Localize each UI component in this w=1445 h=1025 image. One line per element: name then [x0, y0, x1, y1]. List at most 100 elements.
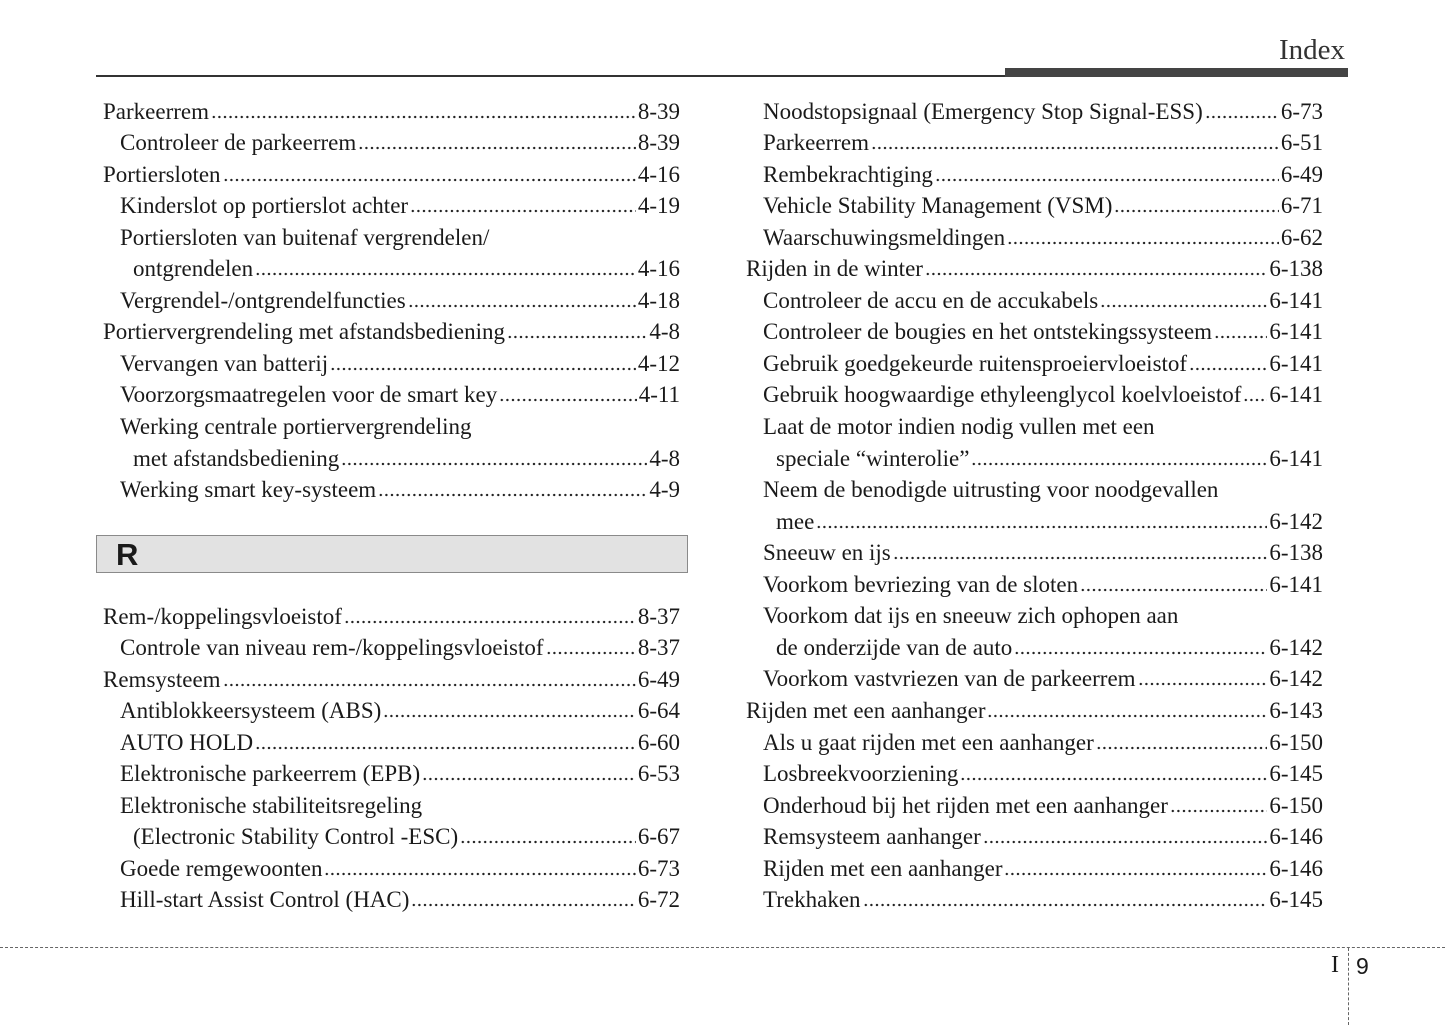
dot-leader: [892, 552, 1268, 561]
page-ref: 6-71: [1280, 193, 1323, 219]
dot-leader: [324, 867, 636, 876]
index-row: Noodstopsignaal (Emergency Stop Signal-E…: [763, 96, 1323, 127]
page-ref: 4-12: [637, 350, 680, 376]
entry-text: Waarschuwingsmeldingen: [763, 224, 1006, 250]
entry-text: ontgrendelen: [133, 256, 254, 282]
index-row: Voorkom bevriezing van de sloten 6-141: [763, 569, 1323, 600]
dot-leader: [255, 741, 636, 750]
index-row: Controleer de parkeerrem 8-39: [120, 127, 680, 158]
footer-divider: [1348, 948, 1349, 1025]
index-row: mee 6-142: [776, 506, 1323, 537]
entry-text: AUTO HOLD: [120, 729, 254, 755]
entry-text: Portiersloten: [103, 161, 221, 187]
page-ref: 4-18: [637, 287, 680, 313]
page-ref: 6-53: [637, 761, 680, 787]
dot-leader: [1204, 110, 1279, 119]
entry-text: Noodstopsignaal (Emergency Stop Signal-E…: [763, 98, 1203, 124]
page-ref: 4-16: [637, 256, 680, 282]
index-row: Rijden met een aanhanger 6-146: [763, 853, 1323, 884]
page-ref: 8-39: [637, 130, 680, 156]
entry-text: Rem-/koppelingsvloeistof: [103, 603, 342, 629]
entry-text: de onderzijde van de auto: [776, 634, 1013, 660]
page-ref: 4-11: [638, 382, 680, 408]
index-row: Onderhoud bij het rijden met een aanhang…: [763, 790, 1323, 821]
dot-leader: [1014, 646, 1268, 655]
entry-text: Voorkom dat ijs en sneeuw zich ophopen a…: [763, 603, 1179, 629]
dot-leader: [341, 457, 648, 466]
entry-text: met afstandsbediening: [133, 445, 340, 471]
page-ref: 6-62: [1280, 224, 1323, 250]
page-ref: 4-8: [649, 445, 680, 471]
index-row: Goede remgewoonten 6-73: [120, 853, 680, 884]
dot-leader: [960, 773, 1268, 782]
index-row: Portiersloten van buitenaf vergrendelen/: [120, 222, 680, 253]
dot-leader: [222, 173, 636, 182]
index-row: Controleer de accu en de accukabels 6-141: [763, 285, 1323, 316]
index-row: Waarschuwingsmeldingen 6-62: [763, 222, 1323, 253]
index-row: Elektronische parkeerrem (EPB) 6-53: [120, 758, 680, 789]
dot-leader: [971, 457, 1268, 466]
page-ref: 6-143: [1269, 697, 1323, 723]
dot-leader: [871, 142, 1279, 151]
entry-text: Vervangen van batterij: [120, 350, 329, 376]
entry-text: Goede remgewoonten: [120, 855, 323, 881]
dot-leader: [1214, 331, 1268, 340]
index-row: Werking smart key-systeem 4-9: [120, 474, 680, 505]
dot-leader: [1004, 867, 1268, 876]
entry-text: Controleer de bougies en het ontstekings…: [763, 319, 1213, 345]
index-row: AUTO HOLD 6-60: [120, 727, 680, 758]
index-row: Hill-start Assist Control (HAC) 6-72: [120, 884, 680, 915]
footer-chapter: I: [1331, 952, 1339, 978]
entry-text: Rijden met een aanhanger: [763, 855, 1003, 881]
entry-text: Voorkom vastvriezen van de parkeerrem: [763, 666, 1136, 692]
entry-text: Controle van niveau rem-/koppelingsvloei…: [120, 635, 544, 661]
dot-leader: [422, 773, 636, 782]
index-row: Parkeerrem 6-51: [763, 127, 1323, 158]
entry-text: Elektronische parkeerrem (EPB): [120, 761, 421, 787]
header-title: Index: [1278, 34, 1345, 66]
index-row: de onderzijde van de auto 6-142: [776, 632, 1323, 663]
index-row: Rijden in de winter 6-138: [746, 253, 1323, 284]
entry-text: Rembekrachtiging: [763, 161, 933, 187]
dot-leader: [506, 331, 648, 340]
footer-rule: [0, 947, 1445, 948]
index-row: Controleer de bougies en het ontstekings…: [763, 316, 1323, 347]
index-row: ontgrendelen 4-16: [133, 253, 680, 284]
dot-leader: [358, 142, 636, 151]
entry-text: Remsysteem: [103, 666, 221, 692]
index-row: Controle van niveau rem-/koppelingsvloei…: [120, 632, 680, 663]
page-ref: 6-67: [637, 824, 680, 850]
footer-page: 9: [1356, 953, 1369, 979]
index-row: Voorkom vastvriezen van de parkeerrem 6-1…: [763, 663, 1323, 694]
dot-leader: [862, 899, 1268, 908]
entry-text: Parkeerrem: [763, 130, 869, 156]
page-ref: 4-16: [637, 161, 680, 187]
dot-leader: [499, 394, 637, 403]
index-row: Remsysteem 6-49: [103, 664, 680, 695]
page-ref: 6-146: [1269, 855, 1323, 881]
index-row: Losbreekvoorziening 6-145: [763, 758, 1323, 789]
page-ref: 6-142: [1269, 508, 1323, 534]
entry-text: Voorkom bevriezing van de sloten: [763, 571, 1079, 597]
entry-text: mee: [776, 508, 815, 534]
entry-text: Portiervergrendeling met afstandsbedieni…: [103, 319, 505, 345]
index-row: Werking centrale portiervergrendeling: [120, 411, 680, 442]
dot-leader: [934, 173, 1279, 182]
dot-leader: [1189, 362, 1268, 371]
index-row: Kinderslot op portierslot achter 4-19: [120, 190, 680, 221]
entry-text: Elektronische stabiliteitsregeling: [120, 792, 423, 818]
page-ref: 6-72: [637, 887, 680, 913]
dot-leader: [1080, 583, 1268, 592]
page-ref: 6-141: [1269, 382, 1323, 408]
entry-text: Laat de motor indien nodig vullen met ee…: [763, 414, 1155, 439]
index-row: speciale “winterolie” 6-141: [776, 443, 1323, 474]
index-row: Voorkom dat ijs en sneeuw zich ophopen a…: [763, 600, 1323, 631]
entry-text: Controleer de accu en de accukabels: [763, 287, 1099, 313]
dot-leader: [411, 899, 636, 908]
dot-leader: [460, 836, 636, 845]
entry-text: Sneeuw en ijs: [763, 540, 891, 566]
index-row: Elektronische stabiliteitsregeling: [120, 790, 680, 821]
dot-leader: [1007, 236, 1279, 245]
dot-leader: [1114, 205, 1279, 214]
entry-text: Antiblokkeersysteem (ABS): [120, 698, 382, 724]
